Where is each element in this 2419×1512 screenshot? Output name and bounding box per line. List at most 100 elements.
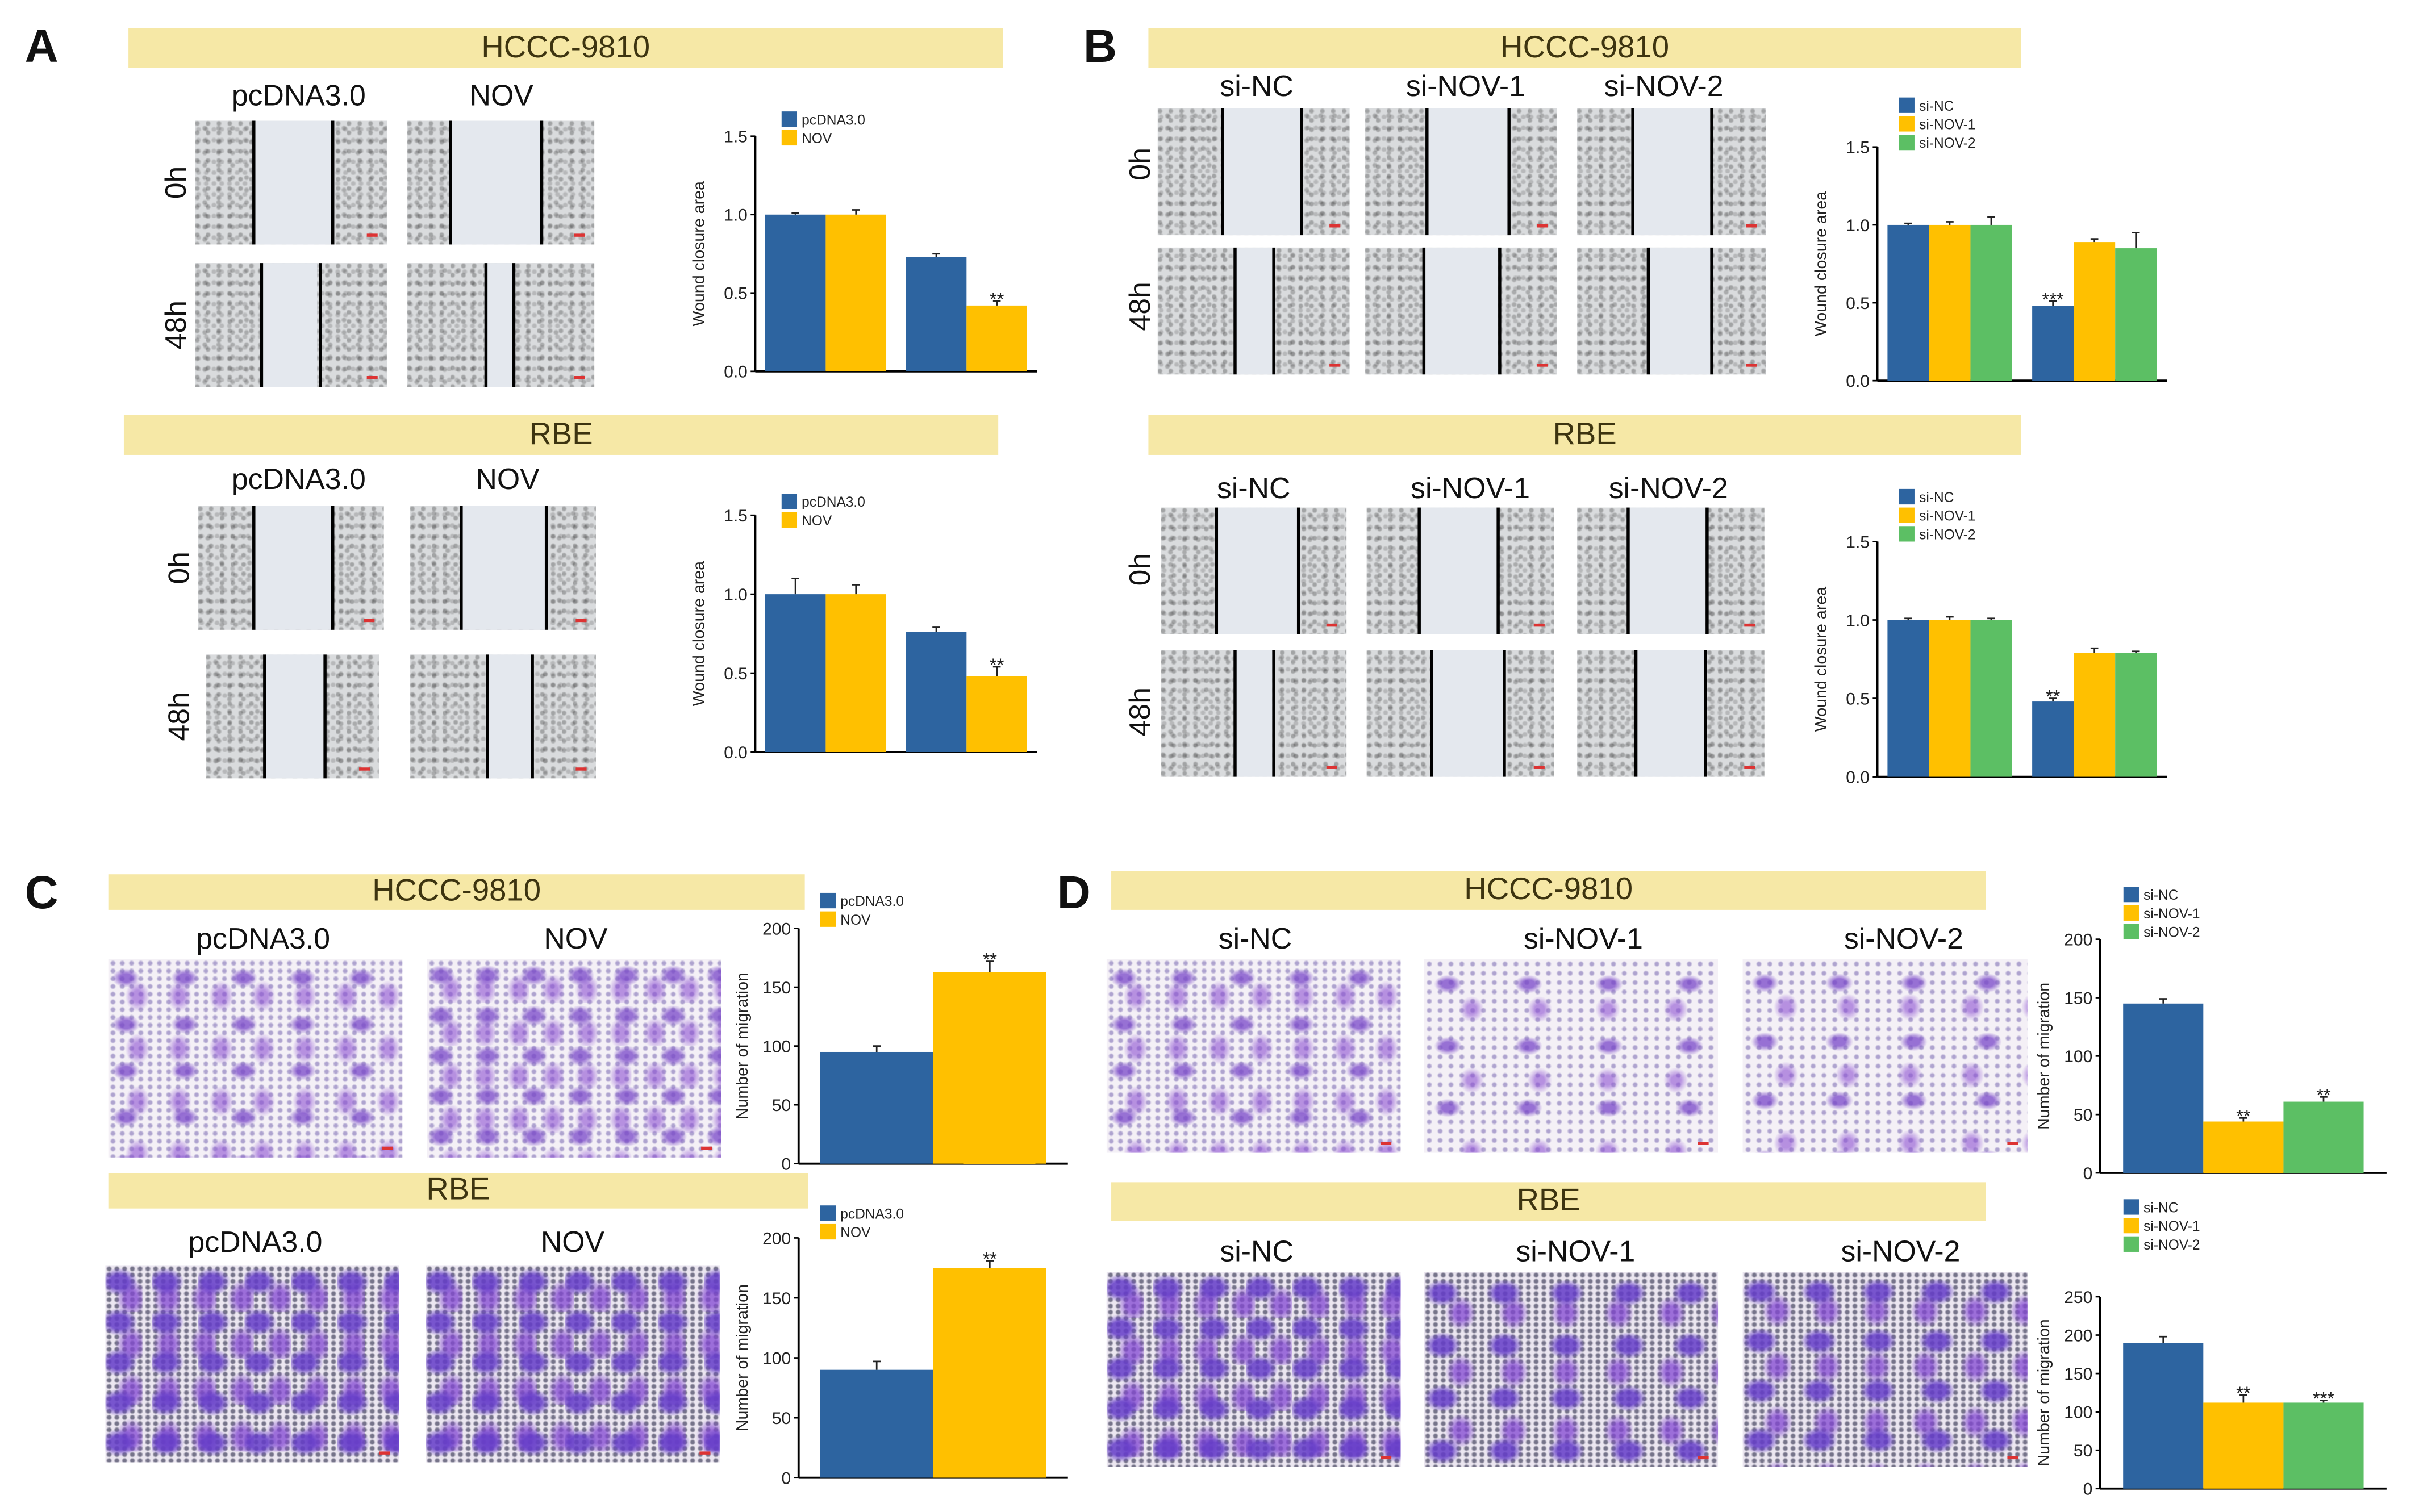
panel-label-c: C <box>24 868 59 920</box>
bar-si-NOV-1 <box>2074 242 2116 381</box>
y-tick-label: 100 <box>2064 1404 2092 1422</box>
row-label: 0h <box>1125 553 1158 586</box>
bar-NOV <box>966 305 1027 371</box>
y-axis-label: Wound closure area <box>690 561 708 706</box>
panel-label-a: A <box>24 22 59 73</box>
legend-label: pcDNA3.0 <box>840 894 904 909</box>
transwell-image <box>427 959 721 1158</box>
cell-line-band: RBE <box>123 415 999 455</box>
legend-label: pcDNA3.0 <box>802 495 865 510</box>
y-axis-label: Wound closure area <box>1812 587 1830 732</box>
y-tick-label: 0 <box>781 1155 791 1174</box>
legend-label: si-NC <box>1919 490 1954 506</box>
y-tick-label: 0 <box>781 1469 791 1488</box>
legend-label: si-NOV-2 <box>2143 1238 2200 1253</box>
significance-label: *** <box>2313 1388 2334 1409</box>
scratch-image <box>410 654 596 779</box>
y-tick-label: 150 <box>2064 1365 2092 1384</box>
y-tick-label: 1.0 <box>1846 216 1870 235</box>
scratch-image <box>1161 650 1347 777</box>
y-tick-label: 1.5 <box>1846 533 1870 552</box>
bar-si-NC <box>1887 620 1929 777</box>
cell-line-band: RBE <box>108 1173 808 1209</box>
chart-svg: 0.0 0.5 1.0 1.5 Wound closure area pcDNA3.0 **… <box>690 494 1037 762</box>
transwell-image <box>1742 959 2028 1153</box>
y-tick-label: 0.0 <box>1846 372 1870 391</box>
legend-swatch <box>781 130 798 146</box>
y-tick-label: 200 <box>2064 931 2092 950</box>
bar-chart: 0.0 0.5 1.0 1.5 Wound closure area ** si-NC si-… <box>1803 484 2175 787</box>
y-tick-label: 100 <box>2064 1047 2092 1066</box>
significance-label: *** <box>2042 289 2064 310</box>
column-label: pcDNA3.0 <box>231 80 366 113</box>
column-label: si-NC <box>1218 924 1292 957</box>
cell-line-band: HCCC-9810 <box>108 874 805 910</box>
bar-si-NOV-1 <box>2074 653 2116 777</box>
y-tick-label: 0.5 <box>724 285 748 303</box>
legend-swatch <box>781 111 798 127</box>
y-tick-label: 100 <box>762 1349 791 1368</box>
column-label: si-NOV-1 <box>1405 71 1525 104</box>
bar-si-NC <box>2123 1343 2204 1489</box>
transwell-image <box>1106 1272 1401 1467</box>
row-label: 0h <box>1125 147 1158 181</box>
scratch-image <box>1157 108 1350 236</box>
scratch-image <box>407 263 595 387</box>
legend-swatch <box>2123 905 2139 921</box>
legend-label: si-NC <box>2143 1200 2178 1216</box>
legend-swatch <box>2123 1199 2139 1215</box>
bar-si-NC <box>2123 1003 2204 1173</box>
significance-label: ** <box>990 654 1004 675</box>
chart-svg: 0 50 100 150 200 250 Number of migration si-NC *… <box>2035 1199 2387 1499</box>
legend-label: si-NOV-1 <box>2143 907 2200 922</box>
y-tick-label: 250 <box>2064 1288 2092 1307</box>
legend-label: NOV <box>802 131 832 147</box>
column-label: si-NC <box>1220 71 1294 104</box>
significance-label: ** <box>2316 1084 2331 1105</box>
y-axis-label: Number of migration <box>733 1284 752 1431</box>
legend-swatch <box>2123 1236 2139 1252</box>
bar-si-NOV-2 <box>2283 1402 2364 1489</box>
y-tick-label: 0.0 <box>724 363 748 382</box>
legend-swatch <box>1899 526 1915 542</box>
transwell-image <box>1424 1272 1718 1467</box>
column-label: si-NOV-2 <box>1844 924 1963 957</box>
bar-si-NC <box>2032 701 2074 777</box>
scratch-image <box>1366 507 1554 634</box>
panel-label-b: B <box>1083 22 1117 73</box>
legend-label: si-NOV-1 <box>1919 509 1975 524</box>
chart-svg: 0.0 0.5 1.0 1.5 Wound closure area ** si-NC si-… <box>1812 488 2167 787</box>
scratch-image <box>1365 108 1557 236</box>
bar-NOV <box>933 1268 1046 1478</box>
y-tick-label: 1.0 <box>724 586 748 604</box>
legend-swatch <box>1899 488 1915 505</box>
y-axis-label: Number of migration <box>733 972 752 1120</box>
legend-swatch <box>1899 135 1915 151</box>
transwell-image <box>108 959 403 1158</box>
y-tick-label: 150 <box>2064 989 2092 1008</box>
column-label: NOV <box>476 464 540 497</box>
column-label: si-NOV-1 <box>1516 1236 1636 1269</box>
y-tick-label: 50 <box>2074 1106 2092 1125</box>
bar-si-NOV-1 <box>2203 1121 2284 1173</box>
bar-si-NC <box>1887 224 1929 381</box>
bar-si-NOV-2 <box>1970 224 2012 381</box>
y-tick-label: 0.0 <box>724 744 748 762</box>
column-label: pcDNA3.0 <box>196 924 331 957</box>
bar-si-NOV-2 <box>2115 653 2157 777</box>
column-label: pcDNA3.0 <box>231 464 366 497</box>
row-label: 48h <box>1125 687 1158 737</box>
y-axis-label: Number of migration <box>2035 1319 2053 1466</box>
y-axis-label: Wound closure area <box>1812 191 1830 336</box>
legend-swatch <box>820 1205 836 1221</box>
column-label: si-NOV-1 <box>1523 924 1643 957</box>
legend-label: NOV <box>840 913 871 928</box>
chart-svg: 0 50 100 150 200 Number of migration pcDNA3.0 *… <box>733 1205 1068 1488</box>
bar-NOV <box>933 972 1046 1164</box>
legend-label: si-NC <box>2143 888 2178 903</box>
cell-line-band: RBE <box>1148 415 2021 455</box>
bar-si-NOV-1 <box>2203 1402 2284 1489</box>
legend-label: pcDNA3.0 <box>840 1206 904 1222</box>
bar-si-NOV-1 <box>1929 224 1971 381</box>
y-tick-label: 50 <box>2074 1442 2092 1460</box>
